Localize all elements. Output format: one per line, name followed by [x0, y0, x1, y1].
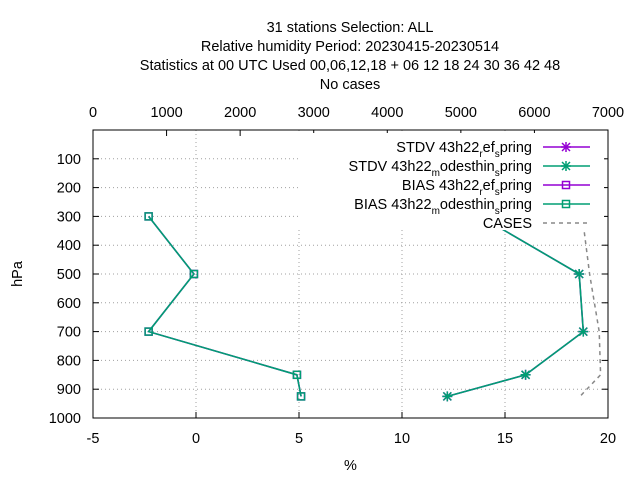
legend-item-3: BIAS 43h22refspring — [402, 178, 590, 198]
x-tick-label: 20 — [600, 431, 616, 447]
series-5 — [579, 216, 602, 397]
title-line-1: 31 stations Selection: ALL — [267, 20, 434, 36]
x2-tick-label: 2000 — [224, 105, 256, 121]
legend-item-4: BIAS 43h22modesthinspring — [354, 197, 590, 217]
legend-marker — [561, 199, 571, 209]
legend-item-1: STDV 43h22refspring — [396, 140, 590, 160]
x-tick-label: -5 — [87, 431, 100, 447]
series-4 — [144, 212, 306, 401]
tick-labels: -5 0 5 10 15 200 1000 2000 3000 4000 5000 6000 70001… — [49, 105, 624, 447]
x-tick-label: 5 — [295, 431, 303, 447]
x2-tick-label: 1000 — [150, 105, 182, 121]
y-axis-label: hPa — [10, 260, 26, 287]
data-point — [144, 212, 153, 221]
data-point — [442, 391, 453, 402]
legend-label: CASES — [483, 216, 532, 232]
x2-tick-label: 7000 — [592, 105, 624, 121]
legend-label: STDV 43h22refspring — [396, 140, 532, 160]
chart-title: 31 stations Selection: ALL Relative humid… — [140, 20, 560, 93]
series-layer — [144, 211, 602, 402]
data-point — [520, 369, 531, 380]
x2-tick-label: 6000 — [518, 105, 550, 121]
y-tick-label: 600 — [57, 296, 81, 312]
y-tick-label: 300 — [57, 209, 81, 225]
y-tick-label: 500 — [57, 267, 81, 283]
legend-item-5: CASES — [483, 216, 590, 232]
y-tick-label: 100 — [57, 152, 81, 168]
legend-background — [298, 133, 604, 230]
x2-tick-label: 4000 — [371, 105, 403, 121]
data-point — [189, 269, 199, 279]
title-line-2: Relative humidity Period: 20230415-20230… — [201, 39, 499, 55]
y-tick-label: 700 — [57, 325, 81, 341]
series-line — [147, 215, 302, 397]
x-tick-label: 15 — [497, 431, 513, 447]
series-1 — [442, 211, 589, 402]
x-tick-label: 10 — [394, 431, 410, 447]
x2-tick-label: 5000 — [445, 105, 477, 121]
y-tick-label: 800 — [57, 353, 81, 369]
data-point — [578, 326, 589, 337]
legend-label: BIAS 43h22modesthinspring — [354, 197, 532, 217]
axes — [92, 129, 609, 419]
series-line — [447, 215, 585, 398]
y-tick-label: 400 — [57, 238, 81, 254]
legend-label: STDV 43h22modesthinspring — [349, 159, 532, 179]
x-axis-label: % — [344, 458, 357, 474]
y-tick-label: 900 — [57, 382, 81, 398]
series-2 — [442, 211, 589, 402]
series-line — [447, 215, 585, 398]
legend-marker — [561, 180, 571, 190]
y-tick-label: 1000 — [49, 411, 81, 427]
series-line — [579, 216, 602, 397]
x2-tick-label: 3000 — [298, 105, 330, 121]
x2-tick-label: 0 — [89, 105, 97, 121]
data-point — [296, 392, 306, 401]
data-point — [144, 327, 153, 336]
data-point — [292, 370, 302, 380]
x-tick-label: 0 — [192, 431, 200, 447]
legend-label: BIAS 43h22refspring — [402, 178, 532, 198]
legend-marker — [561, 142, 571, 152]
legend-item-2: STDV 43h22modesthinspring — [349, 159, 590, 179]
data-point — [574, 269, 585, 279]
title-line-4: No cases — [320, 77, 380, 93]
title-line-3: Statistics at 00 UTC Used 00,06,12,18 + … — [140, 58, 560, 74]
legend-marker — [561, 161, 571, 171]
y-tick-label: 200 — [57, 181, 81, 197]
